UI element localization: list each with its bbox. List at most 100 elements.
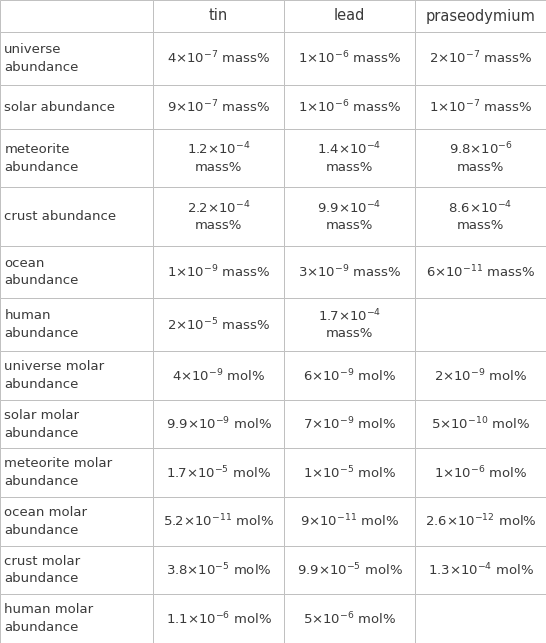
Bar [415, 246, 546, 298]
Text: abundance: abundance [4, 572, 79, 586]
Text: $1{\times}10^{-6}$ mass%: $1{\times}10^{-6}$ mass% [298, 99, 401, 115]
Bar [0, 0, 153, 32]
Text: mass%: mass% [195, 219, 242, 232]
Bar [284, 85, 415, 129]
Text: ocean molar: ocean molar [4, 506, 87, 519]
Bar [415, 594, 546, 643]
Bar [284, 400, 415, 449]
Bar [153, 594, 284, 643]
Text: mass%: mass% [457, 219, 504, 232]
Bar [284, 546, 415, 594]
Text: $4{\times}10^{-9}$ mol%: $4{\times}10^{-9}$ mol% [172, 367, 265, 384]
Text: $5{\times}10^{-10}$ mol%: $5{\times}10^{-10}$ mol% [431, 416, 530, 433]
Bar [0, 546, 153, 594]
Bar [284, 351, 415, 400]
Bar [415, 400, 546, 449]
Text: $4{\times}10^{-7}$ mass%: $4{\times}10^{-7}$ mass% [167, 50, 270, 67]
Text: $2.6{\times}10^{-12}$ mol%: $2.6{\times}10^{-12}$ mol% [425, 513, 537, 530]
Bar [415, 497, 546, 546]
Bar [415, 32, 546, 85]
Text: $2{\times}10^{-9}$ mol%: $2{\times}10^{-9}$ mol% [434, 367, 527, 384]
Text: abundance: abundance [4, 621, 79, 634]
Bar [284, 246, 415, 298]
Bar [153, 497, 284, 546]
Bar [153, 449, 284, 497]
Bar [0, 298, 153, 351]
Text: solar molar: solar molar [4, 409, 79, 422]
Bar [0, 187, 153, 246]
Bar [284, 449, 415, 497]
Text: $1.1{\times}10^{-6}$ mol%: $1.1{\times}10^{-6}$ mol% [165, 610, 271, 627]
Text: meteorite: meteorite [4, 143, 70, 156]
Text: $2{\times}10^{-5}$ mass%: $2{\times}10^{-5}$ mass% [167, 316, 270, 333]
Text: mass%: mass% [457, 161, 504, 174]
Bar [415, 85, 546, 129]
Bar [0, 32, 153, 85]
Text: $1{\times}10^{-5}$ mol%: $1{\times}10^{-5}$ mol% [303, 464, 396, 481]
Bar [153, 246, 284, 298]
Text: solar abundance: solar abundance [4, 100, 115, 114]
Text: $1{\times}10^{-6}$ mol%: $1{\times}10^{-6}$ mol% [434, 464, 527, 481]
Text: $1{\times}10^{-9}$ mass%: $1{\times}10^{-9}$ mass% [167, 264, 270, 280]
Text: $6{\times}10^{-11}$ mass%: $6{\times}10^{-11}$ mass% [426, 264, 535, 280]
Text: $2{\times}10^{-7}$ mass%: $2{\times}10^{-7}$ mass% [429, 50, 532, 67]
Text: $5.2{\times}10^{-11}$ mol%: $5.2{\times}10^{-11}$ mol% [163, 513, 274, 530]
Text: mass%: mass% [326, 219, 373, 232]
Text: $1{\times}10^{-6}$ mass%: $1{\times}10^{-6}$ mass% [298, 50, 401, 67]
Text: $6{\times}10^{-9}$ mol%: $6{\times}10^{-9}$ mol% [303, 367, 396, 384]
Text: $9.9{\times}10^{-4}$: $9.9{\times}10^{-4}$ [317, 199, 382, 216]
Bar [0, 449, 153, 497]
Text: $7{\times}10^{-9}$ mol%: $7{\times}10^{-9}$ mol% [303, 416, 396, 433]
Text: $1.7{\times}10^{-4}$: $1.7{\times}10^{-4}$ [318, 307, 381, 324]
Bar [284, 298, 415, 351]
Text: abundance: abundance [4, 161, 79, 174]
Text: mass%: mass% [326, 327, 373, 340]
Bar [415, 546, 546, 594]
Bar [284, 187, 415, 246]
Bar [153, 546, 284, 594]
Text: tin: tin [209, 8, 228, 24]
Text: $1.7{\times}10^{-5}$ mol%: $1.7{\times}10^{-5}$ mol% [166, 464, 271, 481]
Text: crust abundance: crust abundance [4, 210, 116, 223]
Text: abundance: abundance [4, 327, 79, 340]
Bar [153, 400, 284, 449]
Text: abundance: abundance [4, 524, 79, 537]
Text: $9{\times}10^{-11}$ mol%: $9{\times}10^{-11}$ mol% [300, 513, 399, 530]
Text: praseodymium: praseodymium [425, 8, 536, 24]
Bar [0, 594, 153, 643]
Bar [153, 187, 284, 246]
Bar [415, 351, 546, 400]
Text: $9{\times}10^{-7}$ mass%: $9{\times}10^{-7}$ mass% [167, 99, 270, 115]
Text: mass%: mass% [195, 161, 242, 174]
Bar [153, 129, 284, 187]
Bar [415, 298, 546, 351]
Text: $3{\times}10^{-9}$ mass%: $3{\times}10^{-9}$ mass% [298, 264, 401, 280]
Bar [0, 129, 153, 187]
Text: crust molar: crust molar [4, 555, 80, 568]
Bar [284, 497, 415, 546]
Text: abundance: abundance [4, 426, 79, 440]
Text: $1.2{\times}10^{-4}$: $1.2{\times}10^{-4}$ [187, 141, 251, 158]
Bar [0, 497, 153, 546]
Bar [415, 0, 546, 32]
Text: abundance: abundance [4, 275, 79, 287]
Bar [0, 351, 153, 400]
Bar [0, 246, 153, 298]
Text: human: human [4, 309, 51, 322]
Text: human molar: human molar [4, 603, 93, 616]
Text: $1.3{\times}10^{-4}$ mol%: $1.3{\times}10^{-4}$ mol% [428, 562, 533, 578]
Bar [284, 594, 415, 643]
Text: $9.9{\times}10^{-5}$ mol%: $9.9{\times}10^{-5}$ mol% [296, 562, 402, 578]
Text: $9.9{\times}10^{-9}$ mol%: $9.9{\times}10^{-9}$ mol% [165, 416, 271, 433]
Text: $1{\times}10^{-7}$ mass%: $1{\times}10^{-7}$ mass% [429, 99, 532, 115]
Text: $3.8{\times}10^{-5}$ mol%: $3.8{\times}10^{-5}$ mol% [166, 562, 271, 578]
Text: meteorite molar: meteorite molar [4, 457, 112, 471]
Bar [284, 32, 415, 85]
Bar [153, 351, 284, 400]
Bar [153, 0, 284, 32]
Bar [415, 187, 546, 246]
Text: $2.2{\times}10^{-4}$: $2.2{\times}10^{-4}$ [187, 199, 251, 216]
Text: lead: lead [334, 8, 365, 24]
Text: $5{\times}10^{-6}$ mol%: $5{\times}10^{-6}$ mol% [303, 610, 396, 627]
Bar [153, 32, 284, 85]
